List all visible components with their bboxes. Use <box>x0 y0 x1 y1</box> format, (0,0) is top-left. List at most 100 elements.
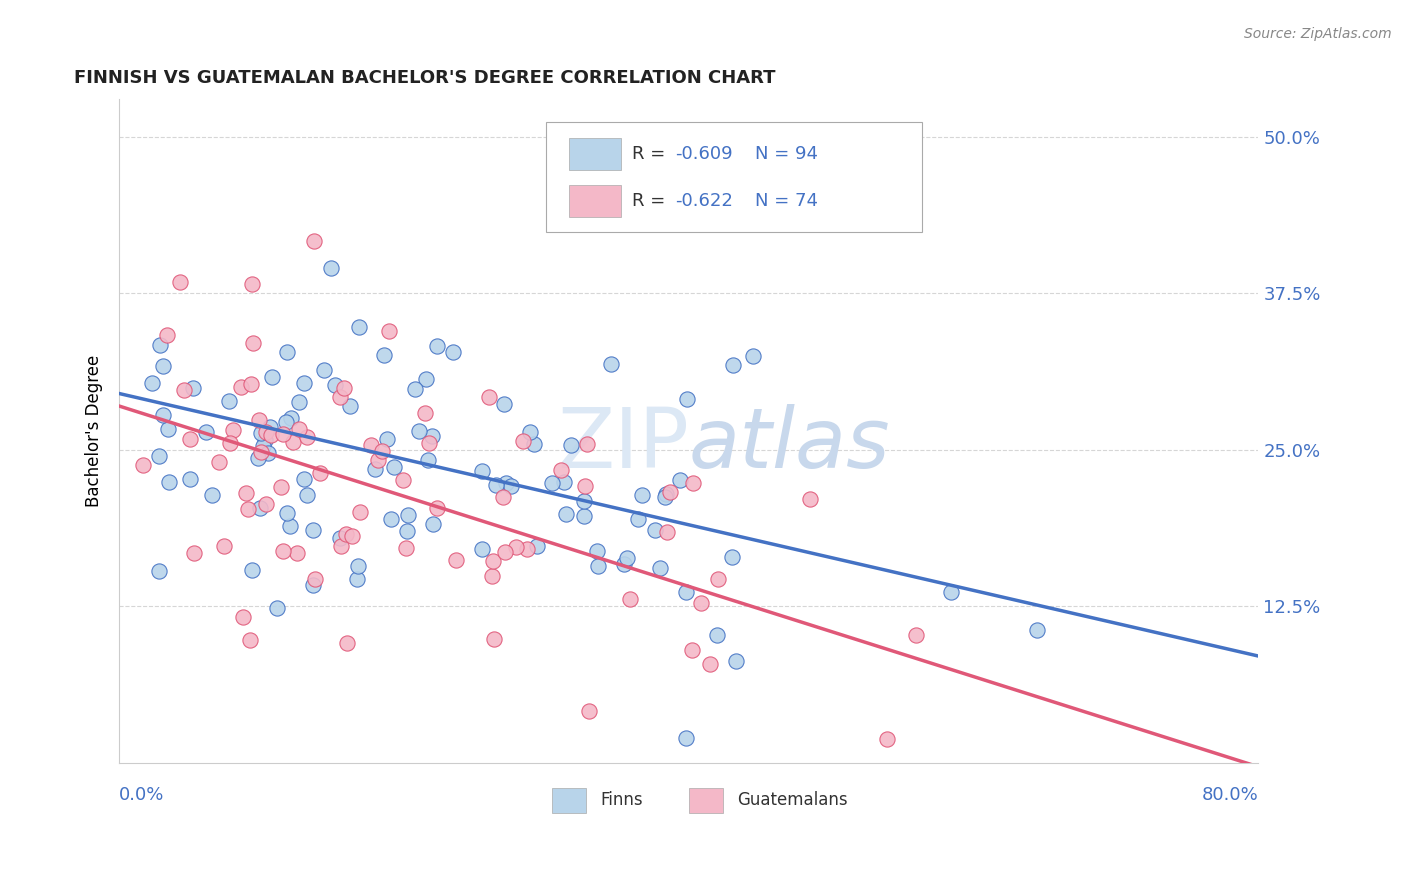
Point <box>347 558 370 573</box>
Point <box>519 425 541 439</box>
Point <box>328 531 350 545</box>
Point <box>415 371 437 385</box>
FancyBboxPatch shape <box>553 788 586 813</box>
Point <box>179 472 201 486</box>
Point <box>413 406 436 420</box>
Point <box>675 731 697 745</box>
Point <box>482 554 505 568</box>
Point <box>492 397 515 411</box>
Point <box>426 500 449 515</box>
Point <box>179 432 201 446</box>
Point <box>371 443 394 458</box>
Point <box>240 563 263 577</box>
Point <box>706 628 728 642</box>
Text: N = 94: N = 94 <box>755 145 818 162</box>
Point <box>330 540 353 554</box>
Point <box>302 234 325 248</box>
Point <box>208 455 231 469</box>
Point <box>285 546 308 560</box>
Point <box>422 428 444 442</box>
Point <box>239 376 262 391</box>
Text: -0.609: -0.609 <box>675 145 733 162</box>
Point <box>301 523 323 537</box>
Point <box>276 416 298 430</box>
Point <box>675 585 697 599</box>
Point <box>707 572 730 586</box>
Point <box>654 490 676 504</box>
Point <box>380 512 402 526</box>
Point <box>218 436 240 450</box>
Point <box>478 390 501 404</box>
Point <box>619 592 641 607</box>
Point <box>292 472 315 486</box>
Point <box>254 497 277 511</box>
Point <box>254 433 277 447</box>
Point <box>560 437 582 451</box>
Point <box>482 632 505 646</box>
Point <box>418 436 440 450</box>
Point <box>578 705 600 719</box>
Point <box>292 376 315 391</box>
Text: R =: R = <box>631 193 671 211</box>
Text: ZIP: ZIP <box>557 404 689 485</box>
Point <box>444 553 467 567</box>
Text: 80.0%: 80.0% <box>1202 786 1258 804</box>
Point <box>360 438 382 452</box>
Point <box>512 434 534 449</box>
Point <box>222 423 245 437</box>
Point <box>799 491 821 506</box>
FancyBboxPatch shape <box>689 788 723 813</box>
Point <box>655 487 678 501</box>
Point <box>212 539 235 553</box>
Point <box>339 399 361 413</box>
Point <box>156 422 179 436</box>
FancyBboxPatch shape <box>547 122 922 232</box>
Point <box>152 359 174 374</box>
Point <box>627 512 650 526</box>
Point <box>616 550 638 565</box>
Point <box>471 542 494 557</box>
Point <box>441 345 464 359</box>
Point <box>239 632 262 647</box>
Point <box>218 393 240 408</box>
Y-axis label: Bachelor's Degree: Bachelor's Degree <box>86 355 103 508</box>
Point <box>288 422 311 436</box>
Point <box>346 573 368 587</box>
Point <box>270 480 292 494</box>
Point <box>335 527 357 541</box>
Point <box>249 501 271 516</box>
Point <box>312 362 335 376</box>
Point <box>148 565 170 579</box>
Point <box>600 357 623 371</box>
Text: N = 74: N = 74 <box>755 193 818 211</box>
Point <box>259 420 281 434</box>
Point <box>574 478 596 492</box>
Point <box>550 463 572 477</box>
Point <box>280 519 302 533</box>
Point <box>280 411 302 425</box>
Point <box>323 378 346 392</box>
Point <box>195 425 218 440</box>
Point <box>876 731 898 746</box>
Point <box>149 338 172 352</box>
Point <box>249 425 271 440</box>
Point <box>271 427 294 442</box>
Point <box>505 540 527 554</box>
Point <box>295 430 318 444</box>
Point <box>404 382 426 396</box>
Point <box>631 488 654 502</box>
FancyBboxPatch shape <box>569 137 620 169</box>
Point <box>682 475 704 490</box>
Point <box>152 408 174 422</box>
Text: R =: R = <box>631 145 671 162</box>
Point <box>295 488 318 502</box>
Point <box>181 381 204 395</box>
Point <box>276 506 298 520</box>
Point <box>157 475 180 489</box>
Point <box>250 444 273 458</box>
Point <box>271 544 294 558</box>
Point <box>235 486 257 500</box>
Point <box>373 348 395 362</box>
Point <box>349 505 371 519</box>
Point <box>319 260 342 275</box>
